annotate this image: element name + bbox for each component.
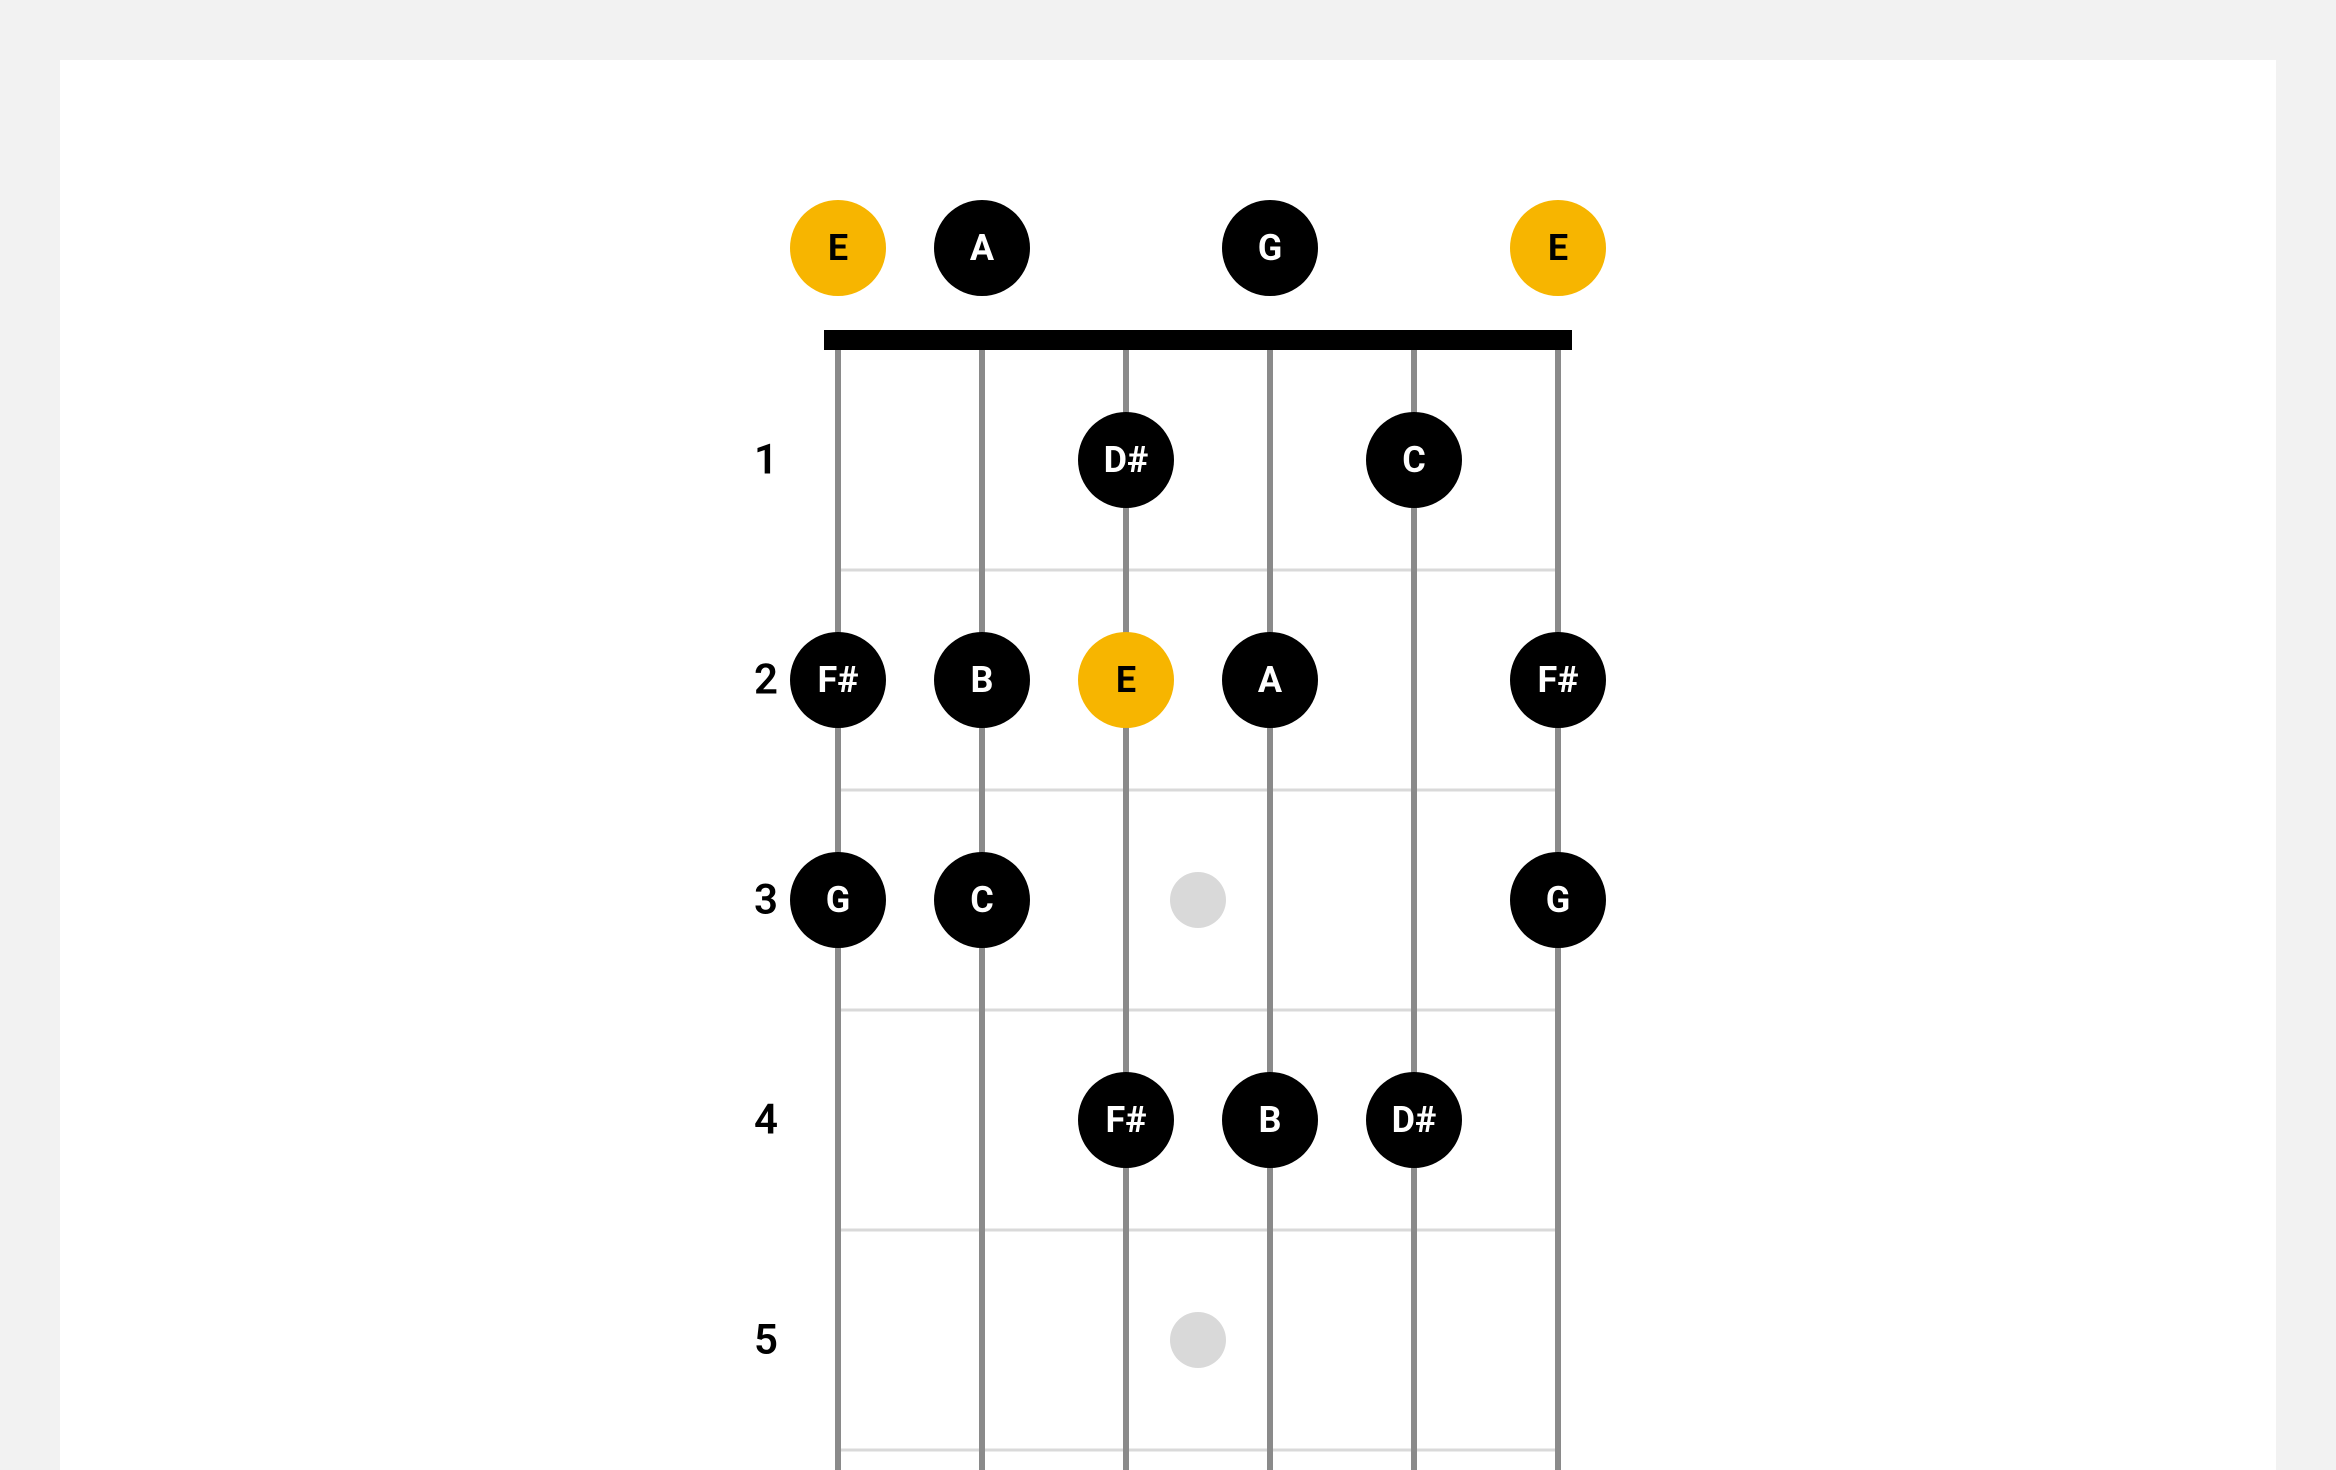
note-label: D#: [1104, 439, 1149, 481]
note-label: C: [1402, 439, 1426, 481]
page-background: 1 2 3 4 5 E A G E D# C F# B E A F# G C G F# B D#: [0, 0, 2336, 1470]
note-label: D#: [1392, 1099, 1437, 1141]
fret-number: 1: [754, 436, 778, 485]
fret-number: 3: [754, 876, 778, 925]
fret-number: 2: [754, 656, 778, 705]
inlay-dot: [1170, 1312, 1226, 1368]
fret-number: 5: [754, 1316, 778, 1365]
diagram-canvas: 1 2 3 4 5 E A G E D# C F# B E A F# G C G F# B D#: [60, 60, 2276, 1470]
fret-number: 4: [754, 1096, 778, 1145]
note-label: G: [1258, 227, 1283, 269]
fretboard-diagram: 1 2 3 4 5 E A G E D# C F# B E A F# G C G F# B D#: [60, 60, 2276, 1470]
inlay-dot: [1170, 872, 1226, 928]
note-label: E: [1548, 227, 1568, 269]
note-label: B: [1259, 1099, 1282, 1141]
note-label: F#: [817, 659, 858, 701]
canvas-bg: [60, 60, 2276, 1470]
nut: [824, 330, 1572, 350]
note-label: C: [970, 879, 994, 921]
note-label: F#: [1105, 1099, 1146, 1141]
note-label: B: [971, 659, 994, 701]
note-label: E: [828, 227, 848, 269]
note-label: G: [1546, 879, 1571, 921]
note-label: F#: [1537, 659, 1578, 701]
note-label: A: [1258, 659, 1283, 701]
note-label: A: [970, 227, 995, 269]
note-label: G: [826, 879, 851, 921]
note-label: E: [1116, 659, 1136, 701]
